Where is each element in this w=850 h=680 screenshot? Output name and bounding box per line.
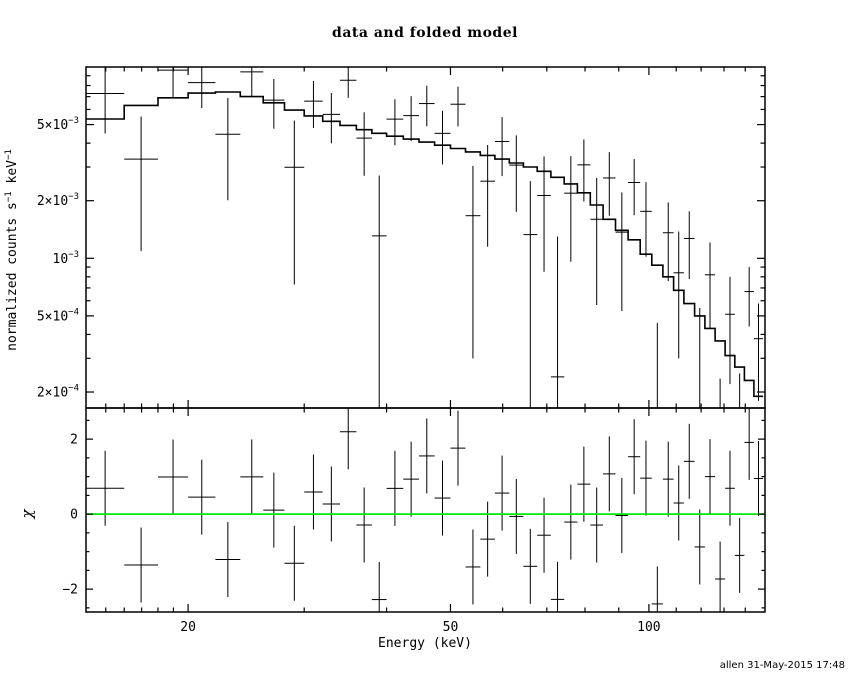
timestamp: allen 31-May-2015 17:48	[720, 660, 845, 671]
chi-tick-label: 0	[70, 508, 78, 523]
y-axis-label: normalized counts s−1 keV−1	[4, 149, 20, 351]
residual-panel-frame	[85, 407, 766, 613]
plot-title: data and folded model	[332, 25, 518, 41]
y-tick-label: 5×10−3	[37, 116, 79, 133]
y-tick-label: 2×10−3	[37, 192, 79, 209]
y-tick-label: 10−3	[53, 250, 80, 267]
folded-model-line-layer	[86, 91, 764, 398]
y-tick-label: 5×10−4	[37, 307, 79, 324]
x-tick-label: 50	[443, 620, 459, 635]
chi-residuals-layer	[86, 408, 764, 612]
x-tick-label: 100	[637, 620, 660, 635]
tick-labels-layer: 5×10−32×10−310−35×10−42×10−420−220 50 100	[37, 116, 661, 635]
x-tick-label: 20	[180, 620, 196, 635]
x-axis-label: Energy (keV)	[378, 636, 472, 651]
y-tick-label: 2×10−4	[37, 384, 79, 401]
chi-axis-label: χ	[18, 509, 36, 520]
chi-tick-label: −2	[62, 583, 78, 598]
chi-tick-label: 2	[70, 433, 78, 448]
folded-model-step-line	[86, 91, 764, 398]
axes-frame-layer	[85, 66, 766, 613]
data-crosses-layer	[86, 67, 764, 408]
spectrum-panel-frame	[85, 66, 766, 409]
